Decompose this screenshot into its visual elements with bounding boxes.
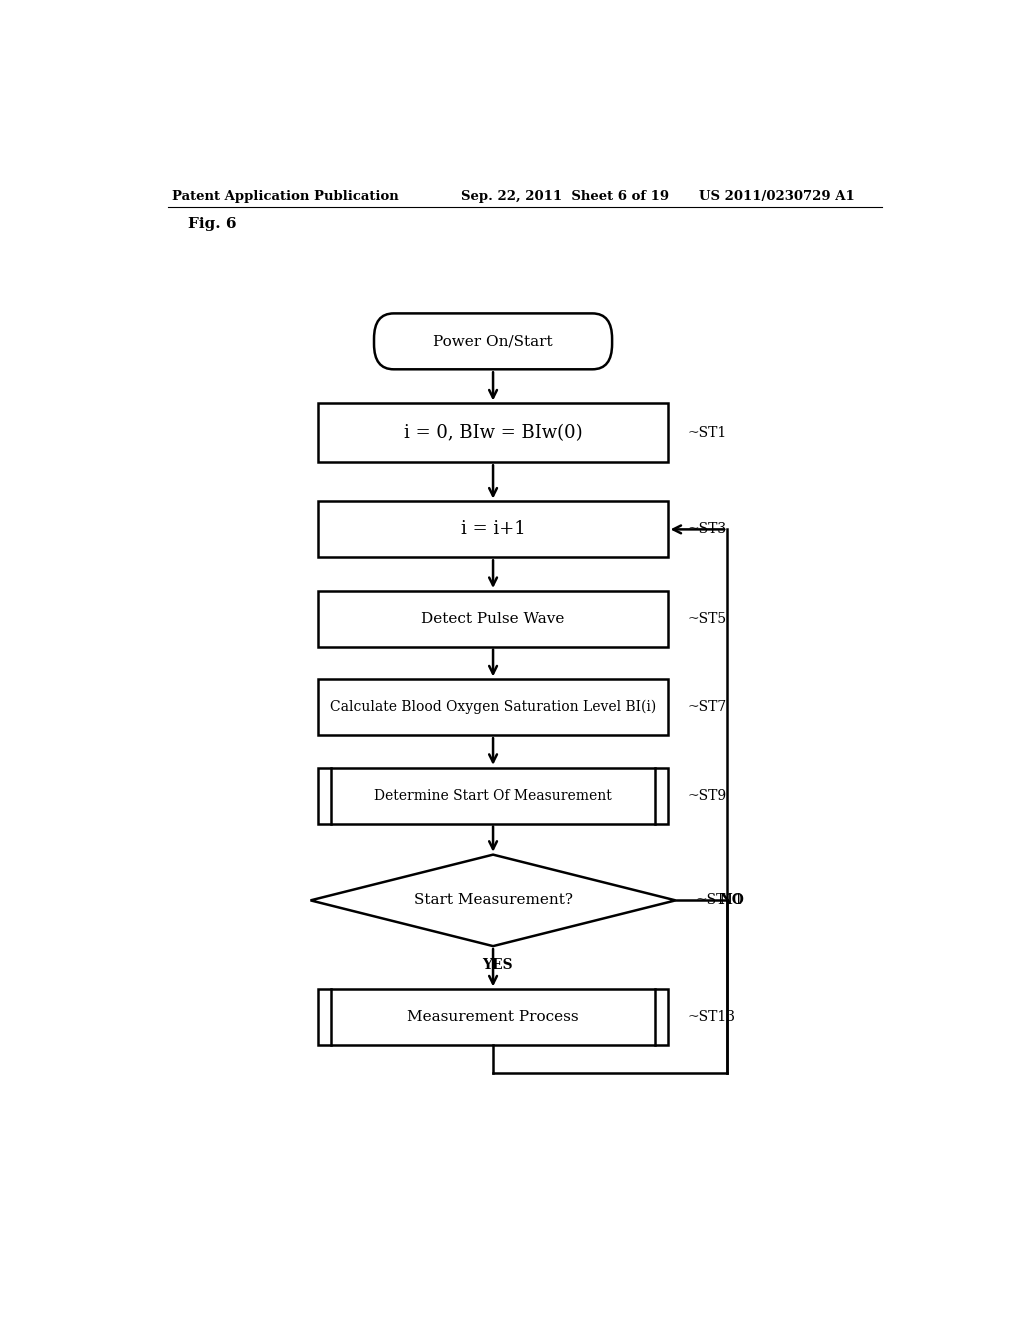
Text: ~ST7: ~ST7 [687, 700, 727, 714]
Text: Measurement Process: Measurement Process [408, 1010, 579, 1024]
Text: ~ST11: ~ST11 [695, 894, 743, 907]
Text: Calculate Blood Oxygen Saturation Level BI(i): Calculate Blood Oxygen Saturation Level … [330, 700, 656, 714]
Text: Fig. 6: Fig. 6 [187, 218, 236, 231]
Text: Sep. 22, 2011  Sheet 6 of 19: Sep. 22, 2011 Sheet 6 of 19 [461, 190, 670, 202]
Text: i = i+1: i = i+1 [461, 520, 525, 539]
Text: Start Measurement?: Start Measurement? [414, 894, 572, 907]
Polygon shape [310, 854, 676, 946]
Bar [318, 989, 668, 1045]
Text: ~ST3: ~ST3 [687, 523, 727, 536]
Text: ~ST9: ~ST9 [687, 788, 727, 803]
Text: YES: YES [481, 958, 512, 973]
Text: NO: NO [719, 894, 744, 907]
FancyBboxPatch shape [374, 313, 612, 370]
Bar [318, 502, 668, 557]
Text: US 2011/0230729 A1: US 2011/0230729 A1 [699, 190, 855, 202]
Text: Patent Application Publication: Patent Application Publication [172, 190, 398, 202]
Bar [318, 591, 668, 647]
Text: ~ST1: ~ST1 [687, 426, 727, 440]
Bar [318, 404, 668, 462]
Bar [318, 768, 668, 824]
Text: Detect Pulse Wave: Detect Pulse Wave [421, 612, 565, 626]
Text: ~ST5: ~ST5 [687, 612, 727, 626]
Text: Determine Start Of Measurement: Determine Start Of Measurement [374, 788, 612, 803]
Bar [318, 680, 668, 735]
Text: Power On/Start: Power On/Start [433, 334, 553, 348]
Text: i = 0, BIw = BIw(0): i = 0, BIw = BIw(0) [403, 424, 583, 442]
Text: ~ST13: ~ST13 [687, 1010, 735, 1024]
